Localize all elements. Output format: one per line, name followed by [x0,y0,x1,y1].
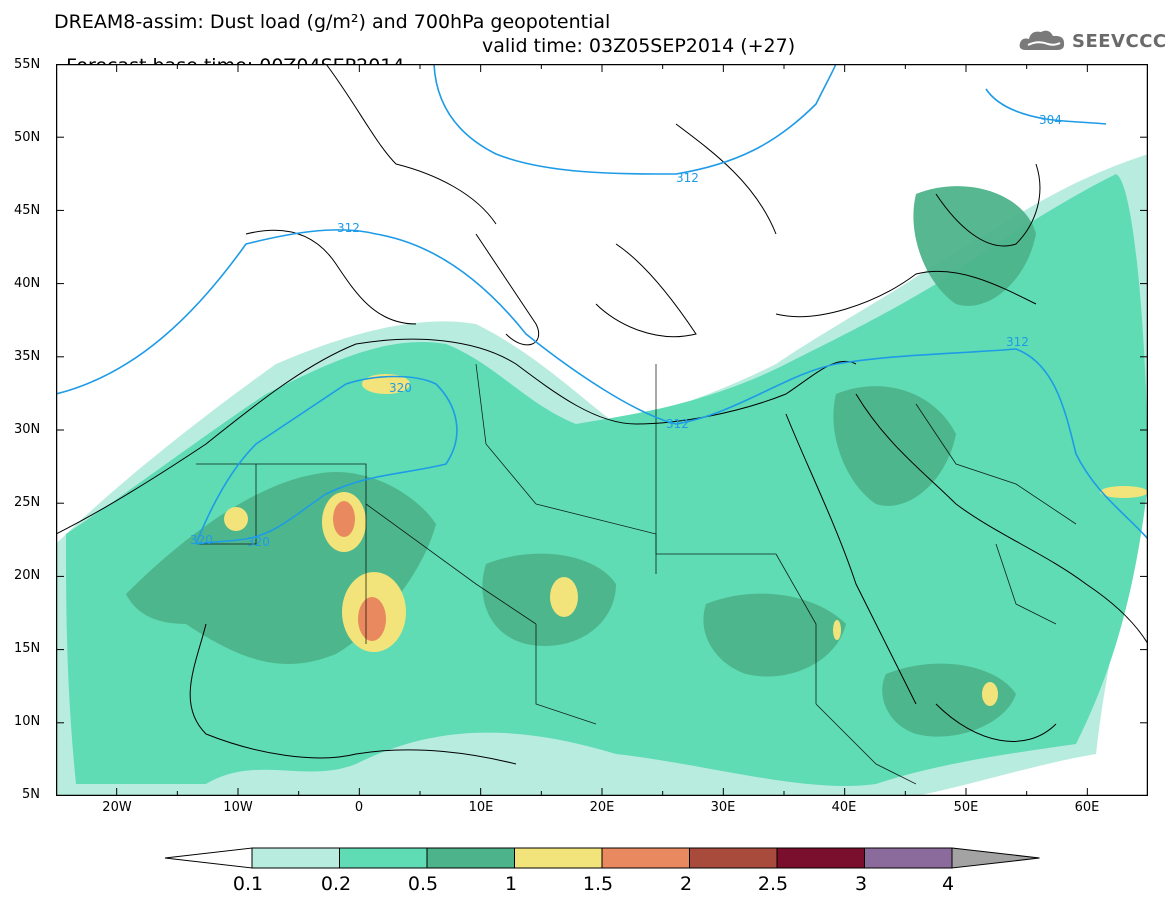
contour-label: 312 [1006,335,1029,349]
colorbar-label: 3 [854,873,868,895]
lon-label: 30E [710,800,736,815]
logo-text: SEEVCCC [1072,30,1165,52]
dust-band-high [833,386,956,506]
colorbar-over-arrow [951,847,1040,869]
lat-label: 30N [14,422,41,437]
lat-label: 55N [14,57,41,72]
dust-patch-1-1.5 [982,682,998,706]
colorbar-label: 1.5 [582,873,614,895]
contour-304 [985,88,1107,125]
lat-label: 10N [14,714,41,729]
lat-label: 25N [14,495,41,510]
colorbar-segment [339,847,428,869]
lat-label: 45N [14,203,41,218]
lat-label: 35N [14,349,41,364]
colorbar-segment [251,847,340,869]
contour-label: 304 [1039,113,1062,127]
lat-label: 15N [14,641,41,656]
contour-label: 312 [676,171,699,185]
lat-label: 40N [14,276,41,291]
country-borders [196,363,1077,785]
colorbar-segment [426,847,515,869]
lon-label: 50E [953,800,979,815]
dust-band-high [482,553,616,646]
dust-patch-1-1.5 [833,620,841,640]
colorbar-under-arrow [164,847,253,869]
contour-label: 312 [666,417,689,431]
dust-patch-1.5-2 [333,501,355,537]
colorbar-label: 0.2 [320,873,352,895]
dust-band-high [913,186,1036,306]
map-title: DREAM8-assim: Dust load (g/m²) and 700hP… [54,11,611,33]
seevccc-logo: SEEVCCC [1018,26,1165,56]
colorbar-label: 2 [679,873,693,895]
lat-label: 50N [14,130,41,145]
lat-label: 20N [14,568,41,583]
lon-label: 0 [354,800,364,815]
dust-patch-1.5-2 [358,597,386,641]
colorbar [164,847,1040,869]
dust-patch-1-1.5 [1100,486,1148,498]
colorbar-segment [776,847,865,869]
contour-label: 320 [247,535,270,549]
cloud-icon [1019,30,1065,50]
valid-time: valid time: 03Z05SEP2014 (+27) [482,35,796,57]
lon-label: 10E [468,800,494,815]
lon-label: 40E [831,800,857,815]
lon-label: 20E [589,800,615,815]
colorbar-label: 0.1 [232,873,264,895]
colorbar-label: 1 [504,873,518,895]
colorbar-segment [864,847,953,869]
colorbar-segment [514,847,603,869]
coastlines [56,64,1148,765]
dust-patch-1-1.5 [362,374,410,394]
dust-map: 304 312 312 312 312 320 320 320 [56,64,1148,796]
contour-320 [195,375,458,545]
dust-patch-1-1.5 [224,507,248,531]
colorbar-label: 4 [941,873,955,895]
dust-band-high [882,663,1016,737]
lon-label: 60E [1074,800,1100,815]
geopotential-contours [56,64,1148,545]
colorbar-label: 2.5 [757,873,789,895]
contour-label: 312 [337,221,360,235]
dust-patch-1-1.5 [550,577,578,617]
contour-312-north [433,64,837,175]
contour-label: 320 [389,381,412,395]
colorbar-segment [689,847,778,869]
lon-label: 10W [223,800,253,815]
contour-label: 320 [190,533,213,547]
lon-label: 20W [102,800,132,815]
colorbar-segment [601,847,690,869]
contour-312 [56,229,1148,540]
lat-label: 5N [22,787,40,802]
colorbar-label: 0.5 [407,873,439,895]
